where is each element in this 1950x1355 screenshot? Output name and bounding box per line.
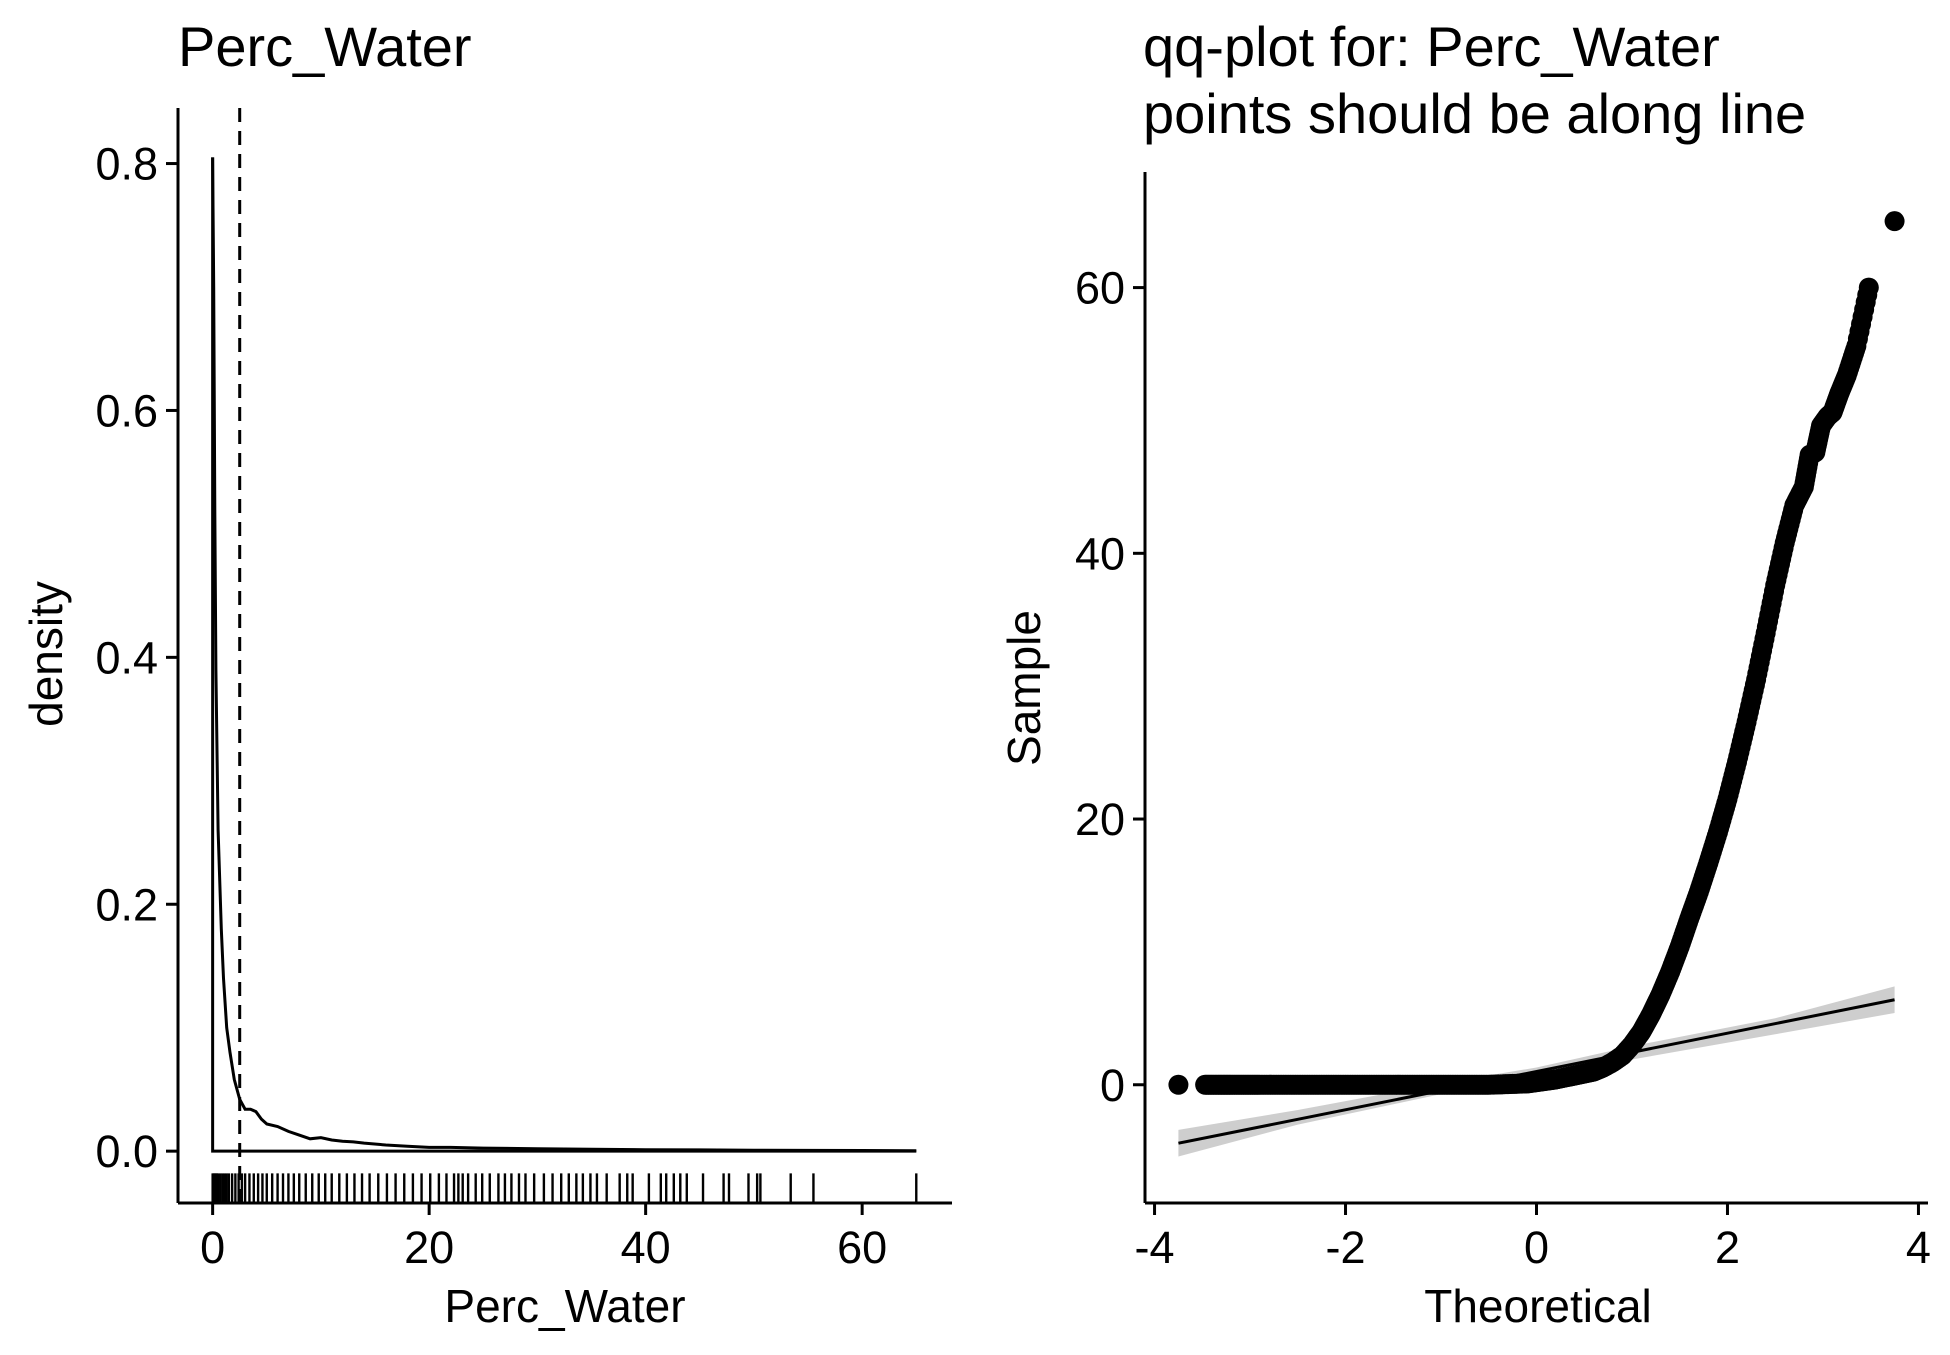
qq-points [1168, 211, 1905, 1095]
density-x-tick-label: 60 [837, 1222, 887, 1273]
qq-x-tick-label: 4 [1906, 1222, 1931, 1273]
qq-x-axis-title: Theoretical [1424, 1280, 1652, 1332]
qq-y-ticks: 0 20 40 60 [1075, 263, 1145, 1111]
density-y-tick-label: 0.6 [95, 385, 158, 436]
qq-point [1884, 211, 1905, 232]
density-x-ticks: 0 20 40 60 [200, 1203, 887, 1273]
density-panel: Perc_Water 0.0 0.2 0.4 0.6 0.8 0 20 40 60 Perc_… [20, 15, 952, 1332]
qq-y-tick-label: 0 [1100, 1060, 1125, 1111]
density-x-tick-label: 20 [404, 1222, 454, 1273]
qq-y-tick-label: 60 [1075, 263, 1125, 314]
density-x-axis-title: Perc_Water [444, 1280, 685, 1332]
qq-title-line-1: qq-plot for: Perc_Water [1143, 15, 1720, 78]
density-rug [211, 1173, 918, 1203]
qq-point [1858, 277, 1879, 298]
qq-y-axis-title: Sample [998, 610, 1050, 766]
qq-x-tick-label: 2 [1715, 1222, 1740, 1273]
qq-panel: qq-plot for: Perc_Water points should be… [998, 15, 1931, 1332]
density-x-tick-label: 0 [200, 1222, 225, 1273]
qq-y-tick-label: 20 [1075, 794, 1125, 845]
qq-point [1168, 1074, 1189, 1095]
qq-y-tick-label: 40 [1075, 528, 1125, 579]
density-y-ticks: 0.0 0.2 0.4 0.6 0.8 [95, 139, 178, 1177]
qq-x-tick-label: -2 [1326, 1222, 1366, 1273]
qq-x-tick-label: 0 [1524, 1222, 1549, 1273]
density-y-tick-label: 0.8 [95, 139, 158, 190]
density-y-tick-label: 0.2 [95, 879, 158, 930]
density-y-tick-label: 0.4 [95, 632, 158, 683]
density-curve [211, 157, 917, 1153]
density-baseline-outline [211, 157, 917, 1153]
qq-x-ticks: -4 -2 0 2 4 [1135, 1203, 1931, 1273]
density-title: Perc_Water [178, 15, 472, 78]
density-y-tick-label: 0.0 [95, 1126, 158, 1177]
density-x-tick-label: 40 [621, 1222, 671, 1273]
qq-title-line-2: points should be along line [1143, 82, 1806, 145]
density-y-axis-title: density [20, 581, 72, 727]
qq-reference-line [1178, 998, 1895, 1145]
qq-x-tick-label: -4 [1135, 1222, 1175, 1273]
